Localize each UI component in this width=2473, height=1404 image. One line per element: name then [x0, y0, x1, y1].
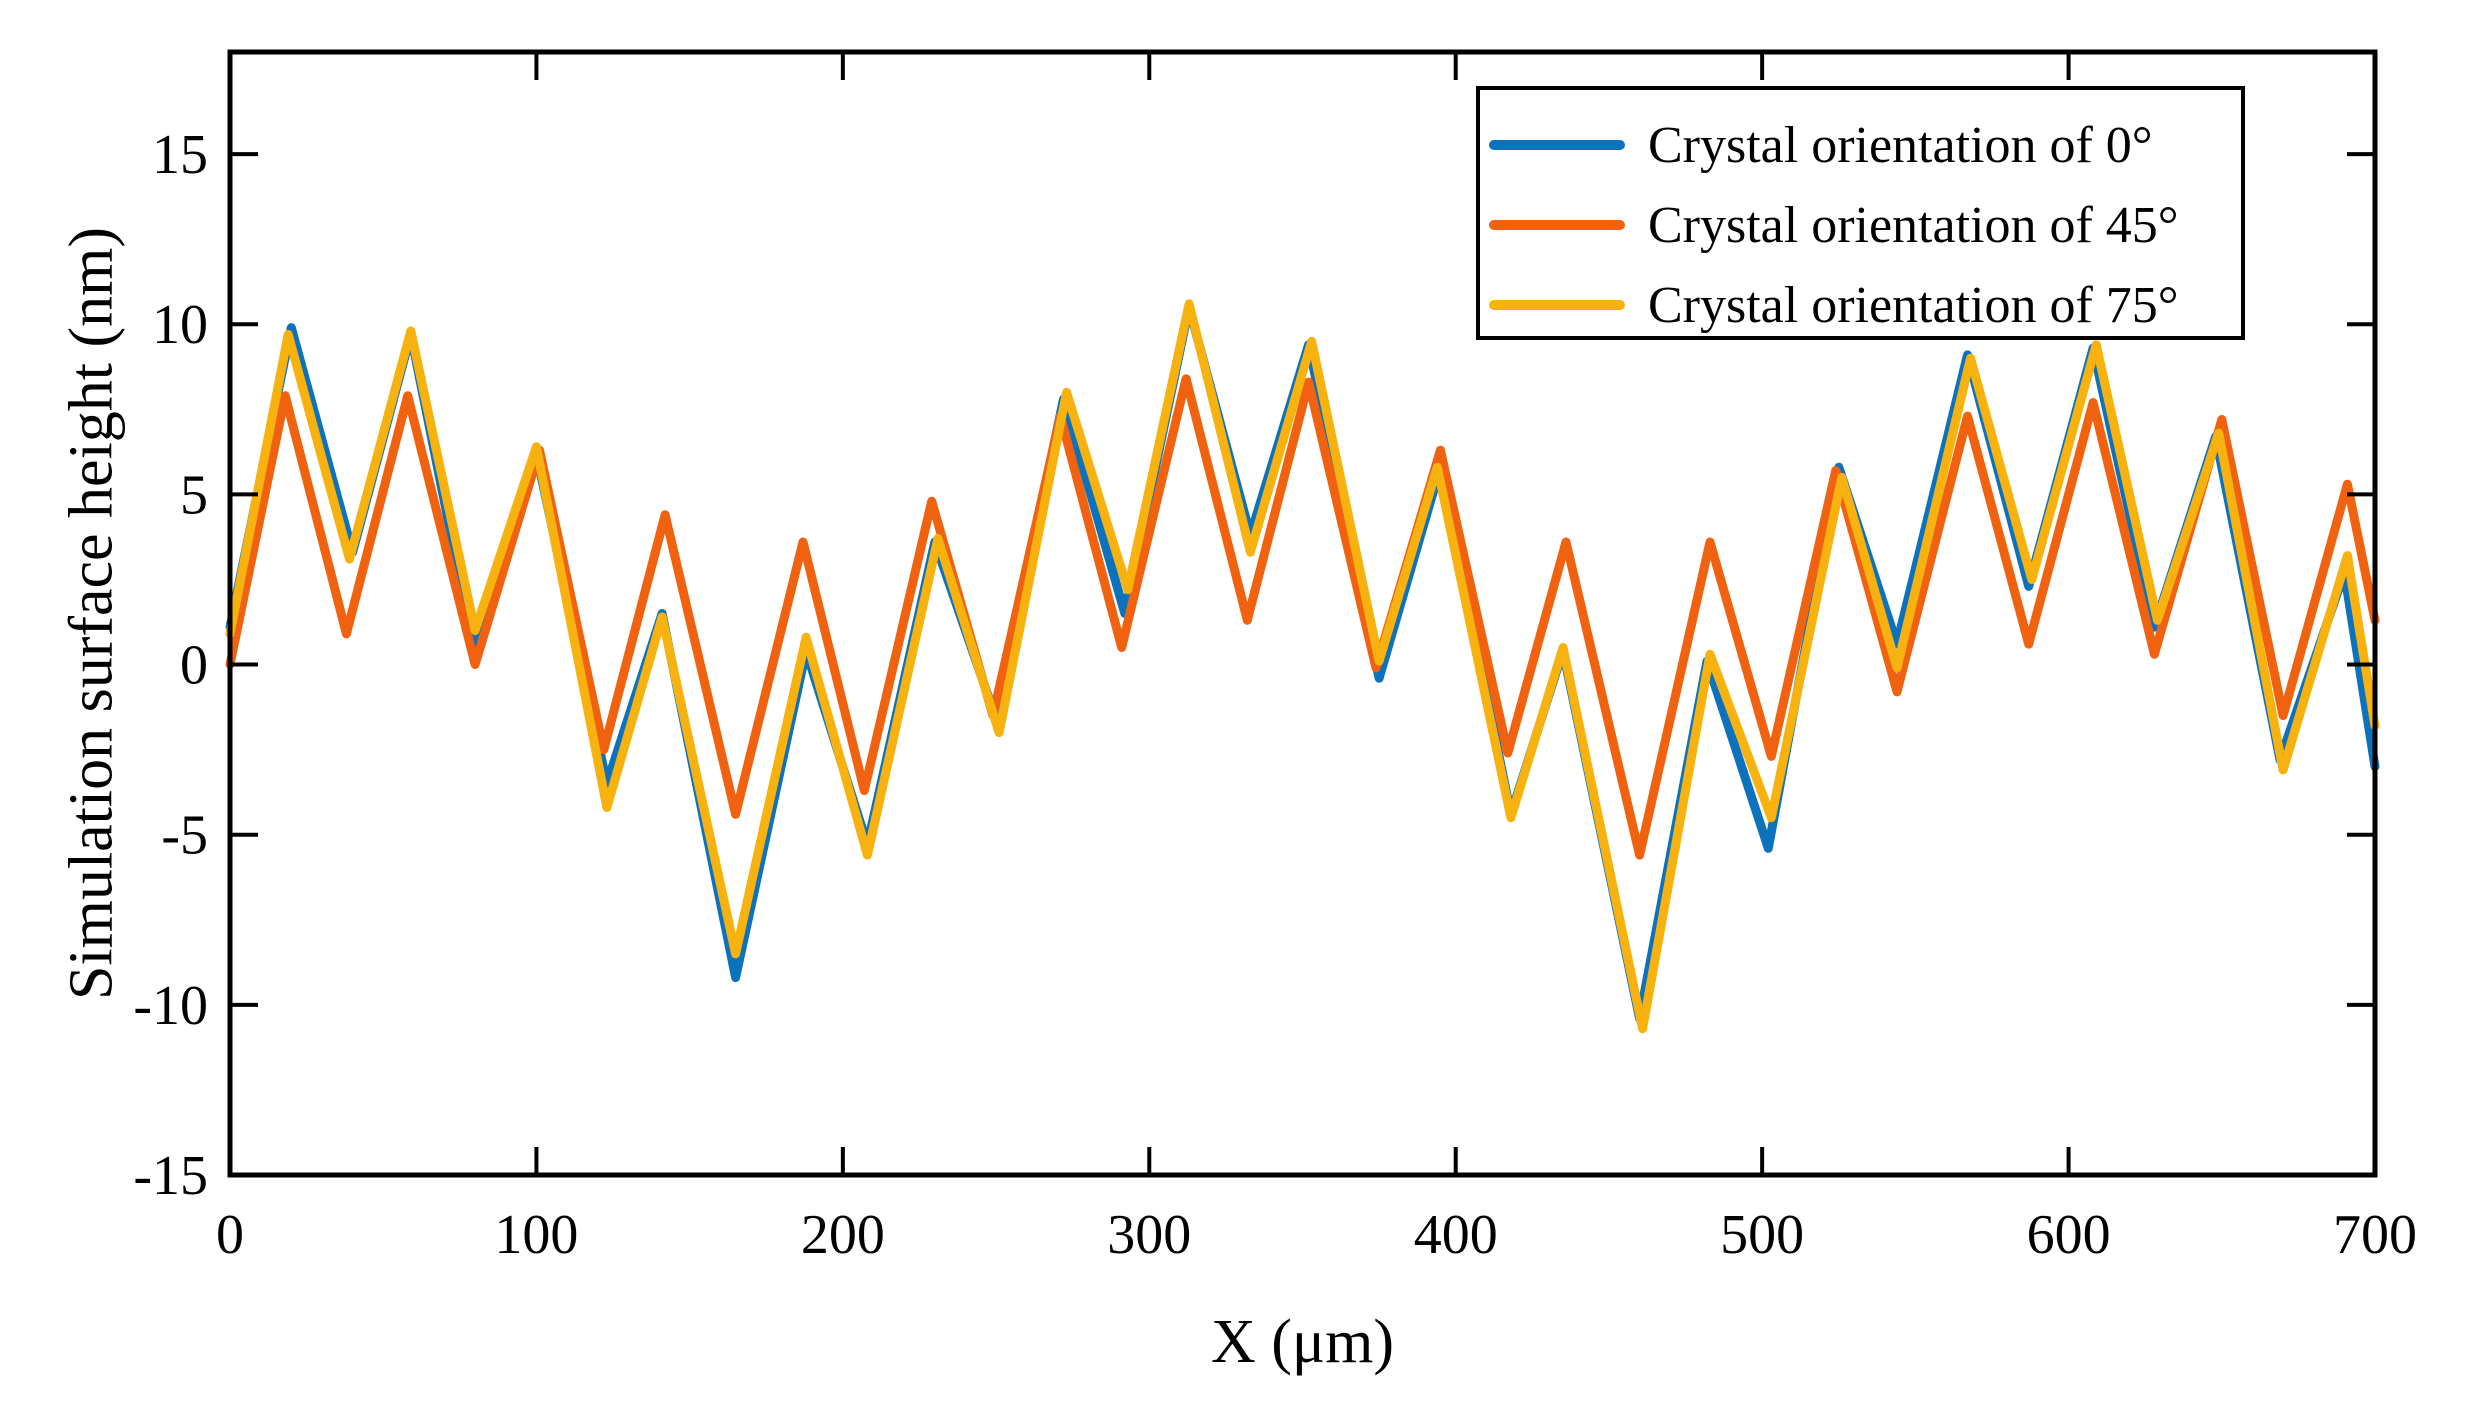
legend-box: [1476, 86, 2245, 340]
x-axis-title: X (μm): [1211, 1308, 1394, 1376]
x-tick-label: 600: [2027, 1204, 2111, 1266]
series-lines: [225, 299, 2380, 1034]
y-tick-label: -15: [133, 1145, 208, 1207]
x-axis-ticks: 0 100 200 300 400 500 600 700: [216, 52, 2417, 1266]
y-tick-label: 0: [180, 635, 208, 697]
x-tick-label: 400: [1414, 1204, 1498, 1266]
series-line-1: [225, 374, 2380, 860]
y-tick-label: 15: [152, 124, 208, 186]
plot-frame: [227, 49, 2378, 1178]
legend-label: Crystal orientation of 75°: [1648, 277, 2179, 334]
legend-label: Crystal orientation of 0°: [1648, 117, 2153, 174]
x-tick-label: 300: [1107, 1204, 1191, 1266]
x-tick-label: 500: [1720, 1204, 1804, 1266]
legend-label: Crystal orientation of 45°: [1648, 197, 2179, 254]
y-axis-ticks: -15 -10 -5 0 5 10 15: [133, 124, 2375, 1207]
y-tick-label: -5: [161, 805, 208, 867]
x-tick-label: 0: [216, 1204, 244, 1266]
y-tick-label: 10: [152, 294, 208, 356]
x-tick-label: 200: [801, 1204, 885, 1266]
legend: Crystal orientation of 0° Crystal orienta…: [1476, 86, 2245, 340]
y-tick-label: 5: [180, 464, 208, 526]
x-tick-label: 700: [2333, 1204, 2417, 1266]
x-tick-label: 100: [494, 1204, 578, 1266]
y-tick-label: -10: [133, 975, 208, 1037]
y-axis-title: Simulation surface height (nm): [58, 227, 126, 1000]
